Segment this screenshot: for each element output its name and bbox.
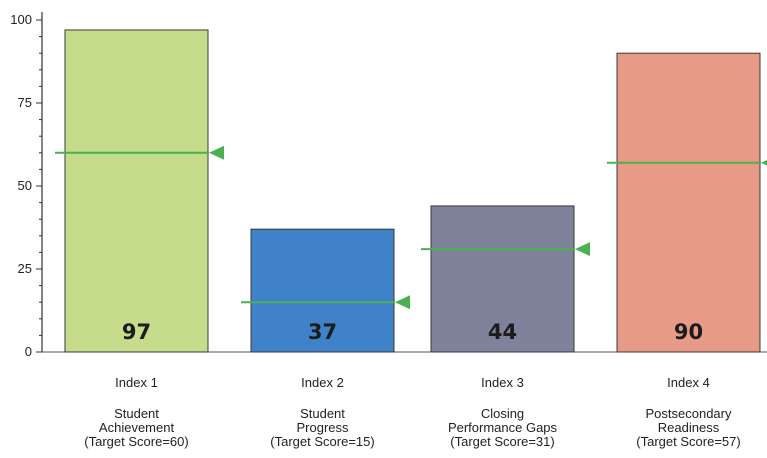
target-marker-3 (575, 242, 590, 257)
category-name-line: (Target Score=15) (270, 434, 374, 449)
category-index-label: Index 3 (481, 375, 524, 390)
category-name-line: Student (114, 406, 159, 421)
category-name-line: (Target Score=60) (84, 434, 188, 449)
bar-value-label: 97 (122, 320, 151, 344)
target-marker-1 (209, 145, 224, 160)
target-marker-4 (761, 159, 767, 166)
bar-4 (616, 52, 761, 353)
y-tick-label: 25 (18, 261, 32, 276)
category-name-line: Closing (481, 406, 524, 421)
bar-1 (64, 29, 209, 353)
bars-layer: 97 37 44 90 (55, 29, 767, 353)
category-name-line: (Target Score=57) (636, 434, 740, 449)
category-index-label: Index 1 (115, 375, 158, 390)
category-name-line: (Target Score=31) (450, 434, 554, 449)
category-name-line: Postsecondary (646, 406, 732, 421)
bar-value-label: 37 (308, 320, 337, 344)
target-marker-2 (395, 295, 410, 310)
bar-value-label: 44 (488, 320, 517, 344)
category-name-line: Performance Gaps (448, 420, 558, 435)
bar-3 (430, 205, 575, 353)
y-tick-label: 75 (18, 95, 32, 110)
bar-value-label: 90 (674, 320, 703, 344)
y-tick-label: 0 (25, 344, 32, 359)
category-name-line: Progress (296, 420, 349, 435)
category-name-line: Achievement (99, 420, 175, 435)
category-name-line: Student (300, 406, 345, 421)
category-name-line: Readiness (658, 420, 720, 435)
category-index-label: Index 2 (301, 375, 344, 390)
y-tick-label: 100 (10, 12, 32, 27)
y-tick-label: 50 (18, 178, 32, 193)
category-index-label: Index 4 (667, 375, 710, 390)
bar-2 (250, 228, 395, 353)
